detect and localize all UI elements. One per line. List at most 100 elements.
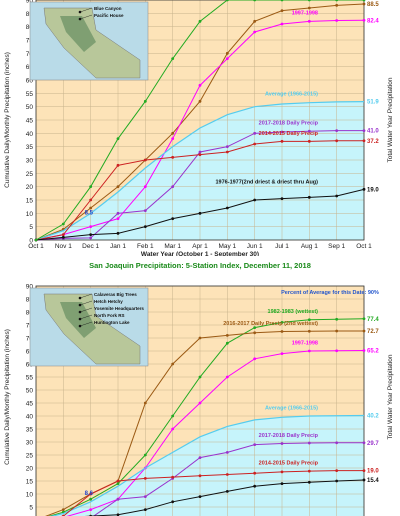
series-point [89,492,93,496]
x-tick-label: Feb 1 [137,243,154,250]
series-point [143,209,147,213]
chart-subtitle: Percent of Average for this Date: 90% [281,290,379,296]
series-point [198,495,202,498]
map-station-label: Pacific House [94,13,124,18]
series-total-label: 37.2 [367,139,379,145]
y-tick-label: 50 [26,388,34,395]
series-point [89,236,93,240]
series-point [362,329,366,333]
series-point [307,195,311,199]
series-point [335,0,339,2]
map-station-label: Blue Canyon [94,6,122,11]
series-point [335,194,339,198]
series-point [143,185,147,189]
y-tick-label: 80 [26,310,34,317]
series-point [171,217,175,221]
series-point [116,163,120,167]
y-tick-label: 30 [26,158,34,165]
y-tick-label: 40 [26,414,34,421]
chart-top: 0 5 10 15 20 25 30 35 40 45 50 55 60 65 70 75 80 85 90 Oct … [0,0,400,256]
series-point [61,508,65,511]
series-point [280,22,284,26]
y-tick-label: 70 [26,336,34,343]
map-leader-line [79,14,93,20]
series-point [253,331,257,335]
y-tick-label: 35 [26,144,34,151]
series-point [89,497,93,501]
series-point [307,6,311,10]
y-tick-label: 60 [26,362,34,369]
series-point [198,19,202,23]
series-point [362,2,366,6]
series-point [143,477,147,480]
y-tick-label: 45 [26,401,34,408]
series-point [61,233,65,237]
series-name-label: 2017-2018 Daily Precip [259,121,319,127]
series-point [335,469,339,472]
series-point [280,321,284,324]
series-total-label: 40.2 [367,413,379,419]
x-tick-label: Oct 1 [356,243,372,250]
series-point [143,495,147,498]
annotation-label: 8.6 [85,491,94,497]
average-area-fill [52,415,364,516]
series-point [362,441,366,445]
series-point [253,19,257,23]
series-point [335,349,339,353]
series-point [307,19,311,23]
y-tick-label: 25 [26,453,34,460]
series-point [307,480,311,484]
series-point [253,131,257,135]
series-point [362,469,366,472]
series-point [61,222,65,226]
series-point [225,451,229,454]
series-point [253,326,257,329]
series-point [116,497,120,501]
y-tick-label: 80 [26,24,34,31]
y-axis-title-right: Total Water Year Precipitation [387,77,394,162]
series-point [225,490,229,493]
x-tick-label: Sep 1 [328,243,345,250]
series-point [280,139,284,143]
series-point [280,9,284,13]
series-point [253,484,257,488]
series-point [198,336,202,340]
x-tick-label: Mar 1 [164,243,181,250]
series-point [143,99,147,103]
y-axis-title: Cumulative Daily/Monthly Precipitation (… [4,329,11,465]
series-point [335,129,339,133]
series-point [89,225,93,229]
series-point [116,482,120,485]
series-point [171,362,175,366]
series-line [35,101,365,241]
y-tick-label: 20 [26,466,34,473]
series-total-label: 65.2 [367,348,379,354]
series-point [253,198,257,202]
series-point [253,471,257,475]
y-tick-label: 90 [26,284,34,291]
series-point [335,479,339,483]
series-point [171,475,175,479]
y-tick-label: 10 [26,492,34,499]
series-point [225,341,229,345]
series-point [362,187,366,191]
x-tick-label: Jul 1 [275,243,289,250]
series-name-label: 2014-2015 Daily Precip [259,461,319,467]
y-tick-label: 20 [26,184,34,191]
series-point [280,352,284,355]
series-point [171,427,175,431]
map-station-label: Calaveras Big Trees [94,292,137,297]
series-point [362,129,366,133]
series-point [225,150,229,154]
map-leader-line [79,314,93,320]
series-point [89,185,93,189]
divider [0,256,400,258]
series-point [198,99,202,103]
series-point [253,30,257,34]
series-point [198,474,202,478]
series-point [198,153,202,157]
x-tick-label: Nov 1 [55,243,72,250]
plot-border [35,285,365,516]
y-tick-label: 70 [26,51,34,58]
series-point [89,206,93,210]
